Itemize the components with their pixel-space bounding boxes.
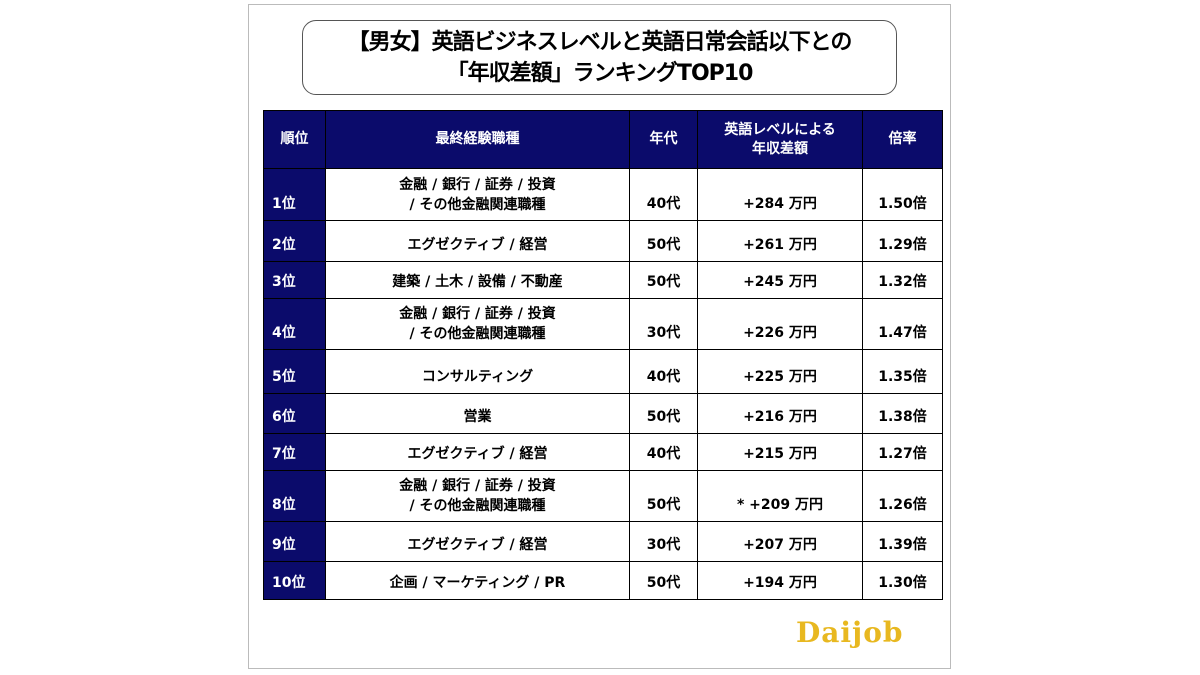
amount-cell: +216 万円: [697, 393, 863, 434]
title-line-2: 「年収差額」ランキングTOP10: [446, 61, 754, 86]
table-row: 2位 エグゼクティブ / 経営 50代 +261 万円 1.29倍: [263, 220, 943, 262]
title-box: 【男女】英語ビジネスレベルと英語日常会話以下との 「年収差額」ランキングTOP1…: [302, 20, 897, 95]
daijob-logo: Daijob: [796, 616, 904, 649]
amount-cell: +207 万円: [697, 521, 863, 562]
job-cell: 建築 / 土木 / 設備 / 不動産: [325, 261, 630, 299]
header-row: 順位 最終経験職種 年代 英語レベルによる 年収差額 倍率: [263, 110, 943, 169]
job-cell: エグゼクティブ / 経営: [325, 220, 630, 262]
job-cell: コンサルティング: [325, 349, 630, 394]
amount-cell: +225 万円: [697, 349, 863, 394]
job-cell: 企画 / マーケティング / PR: [325, 561, 630, 600]
job-line1: 企画 / マーケティング / PR: [389, 575, 566, 591]
ratio-cell: 1.50倍: [862, 168, 943, 221]
age-cell: 50代: [629, 470, 698, 522]
header-job: 最終経験職種: [325, 110, 630, 169]
age-cell: 40代: [629, 349, 698, 394]
job-cell: エグゼクティブ / 経営: [325, 433, 630, 471]
rank-cell: 9位: [263, 521, 326, 562]
rank-cell: 6位: [263, 393, 326, 434]
age-cell: 30代: [629, 521, 698, 562]
rank-cell: 2位: [263, 220, 326, 262]
job-line1: 金融 / 銀行 / 証券 / 投資: [399, 306, 556, 322]
ratio-cell: 1.38倍: [862, 393, 943, 434]
rank-cell: 1位: [263, 168, 326, 221]
job-line1: 金融 / 銀行 / 証券 / 投資: [399, 176, 556, 193]
amount-cell: +226 万円: [697, 298, 863, 350]
amount-cell: +284 万円: [697, 168, 863, 221]
amount-cell: +261 万円: [697, 220, 863, 262]
ratio-cell: 1.29倍: [862, 220, 943, 262]
age-cell: 50代: [629, 220, 698, 262]
job-line1: 金融 / 銀行 / 証券 / 投資: [399, 478, 556, 494]
rank-cell: 3位: [263, 261, 326, 299]
age-cell: 50代: [629, 261, 698, 299]
job-line1: コンサルティング: [421, 369, 534, 385]
amount-cell: +215 万円: [697, 433, 863, 471]
job-line1: エグゼクティブ / 経営: [407, 446, 548, 462]
job-line2: / その他金融関連職種: [409, 498, 546, 514]
table-row: 7位 エグゼクティブ / 経営 40代 +215 万円 1.27倍: [263, 433, 943, 471]
job-cell: エグゼクティブ / 経営: [325, 521, 630, 562]
ratio-cell: 1.27倍: [862, 433, 943, 471]
rank-cell: 4位: [263, 298, 326, 350]
ratio-cell: 1.26倍: [862, 470, 943, 522]
ratio-cell: 1.39倍: [862, 521, 943, 562]
rank-cell: 7位: [263, 433, 326, 471]
header-rank: 順位: [263, 110, 326, 169]
ranking-table: 順位 最終経験職種 年代 英語レベルによる 年収差額 倍率 1位 金融 / 銀行 …: [263, 110, 943, 600]
job-cell: 金融 / 銀行 / 証券 / 投資 / その他金融関連職種: [325, 298, 630, 350]
age-cell: 40代: [629, 433, 698, 471]
table-row: 8位 金融 / 銀行 / 証券 / 投資 / その他金融関連職種 50代 * +2…: [263, 470, 943, 522]
job-line1: 営業: [463, 409, 492, 425]
table-row: 5位 コンサルティング 40代 +225 万円 1.35倍: [263, 349, 943, 394]
job-line1: 建築 / 土木 / 設備 / 不動産: [392, 274, 563, 290]
job-line2: / その他金融関連職種: [409, 196, 546, 213]
amount-cell: * +209 万円: [697, 470, 863, 522]
table-row: 6位 営業 50代 +216 万円 1.38倍: [263, 393, 943, 434]
ratio-cell: 1.30倍: [862, 561, 943, 600]
job-cell: 営業: [325, 393, 630, 434]
table-row: 9位 エグゼクティブ / 経営 30代 +207 万円 1.39倍: [263, 521, 943, 562]
job-cell: 金融 / 銀行 / 証券 / 投資 / その他金融関連職種: [325, 168, 630, 221]
job-line1: エグゼクティブ / 経営: [407, 537, 548, 553]
rank-cell: 8位: [263, 470, 326, 522]
header-ratio: 倍率: [862, 110, 943, 169]
header-amount-line2: 年収差額: [752, 140, 808, 157]
table-row: 10位 企画 / マーケティング / PR 50代 +194 万円 1.30倍: [263, 561, 943, 600]
table-row: 3位 建築 / 土木 / 設備 / 不動産 50代 +245 万円 1.32倍: [263, 261, 943, 299]
job-line1: エグゼクティブ / 経営: [407, 237, 548, 253]
infographic-frame: [248, 4, 951, 669]
age-cell: 50代: [629, 561, 698, 600]
ratio-cell: 1.35倍: [862, 349, 943, 394]
header-amount-line1: 英語レベルによる: [724, 121, 836, 138]
amount-cell: +194 万円: [697, 561, 863, 600]
ratio-cell: 1.47倍: [862, 298, 943, 350]
age-cell: 50代: [629, 393, 698, 434]
table-row: 4位 金融 / 銀行 / 証券 / 投資 / その他金融関連職種 30代 +226…: [263, 298, 943, 350]
title-line-1: 【男女】英語ビジネスレベルと英語日常会話以下との: [347, 30, 853, 55]
table-row: 1位 金融 / 銀行 / 証券 / 投資 / その他金融関連職種 40代 +284…: [263, 168, 943, 221]
age-cell: 30代: [629, 298, 698, 350]
age-cell: 40代: [629, 168, 698, 221]
rank-cell: 5位: [263, 349, 326, 394]
rank-cell: 10位: [263, 561, 326, 600]
job-cell: 金融 / 銀行 / 証券 / 投資 / その他金融関連職種: [325, 470, 630, 522]
header-amount: 英語レベルによる 年収差額: [697, 110, 863, 169]
amount-cell: +245 万円: [697, 261, 863, 299]
header-age: 年代: [629, 110, 698, 169]
ratio-cell: 1.32倍: [862, 261, 943, 299]
job-line2: / その他金融関連職種: [409, 326, 546, 342]
